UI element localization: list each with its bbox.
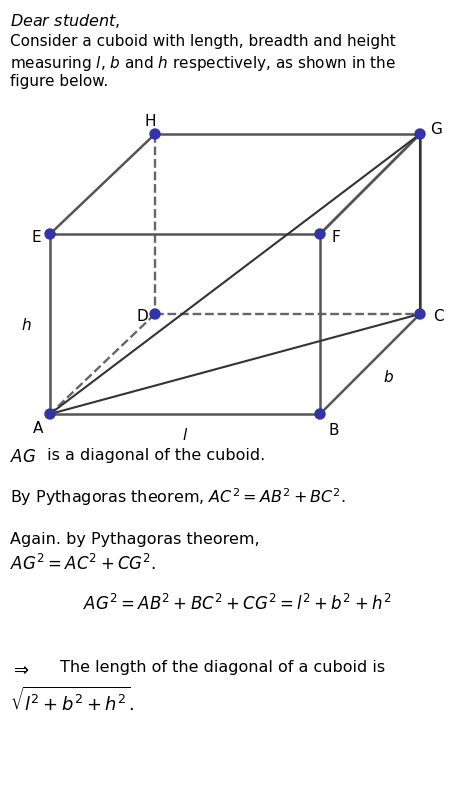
Text: $AG^2 = AB^2 + BC^2 + CG^2 = l^2 + b^2 + h^2$: $AG^2 = AB^2 + BC^2 + CG^2 = l^2 + b^2 +… — [83, 593, 391, 613]
Text: $l$: $l$ — [182, 426, 188, 442]
Text: The length of the diagonal of a cuboid is: The length of the diagonal of a cuboid i… — [60, 659, 385, 675]
Text: B: B — [329, 423, 339, 438]
Circle shape — [45, 230, 55, 240]
Text: measuring $l$, $b$ and $h$ respectively, as shown in the: measuring $l$, $b$ and $h$ respectively,… — [10, 54, 396, 73]
Text: $\sqrt{l^2 + b^2 + h^2}$.: $\sqrt{l^2 + b^2 + h^2}$. — [10, 685, 134, 714]
Circle shape — [315, 410, 325, 419]
Circle shape — [45, 410, 55, 419]
Circle shape — [315, 230, 325, 240]
Text: $AG$: $AG$ — [10, 447, 36, 466]
Text: $b$: $b$ — [383, 369, 393, 385]
Circle shape — [415, 310, 425, 320]
Text: G: G — [430, 122, 442, 137]
Text: Consider a cuboid with length, breadth and height: Consider a cuboid with length, breadth a… — [10, 34, 396, 49]
Text: $\it{Dear\ student,}$: $\it{Dear\ student,}$ — [10, 12, 120, 30]
Text: $h$: $h$ — [21, 316, 31, 332]
Text: Again. by Pythagoras theorem,: Again. by Pythagoras theorem, — [10, 532, 260, 546]
Circle shape — [150, 130, 160, 140]
Text: F: F — [332, 229, 340, 244]
Text: A: A — [33, 421, 43, 436]
Text: H: H — [144, 114, 156, 129]
Text: By Pythagoras theorem, $AC^2 = AB^2 + BC^2$.: By Pythagoras theorem, $AC^2 = AB^2 + BC… — [10, 485, 346, 507]
Text: is a diagonal of the cuboid.: is a diagonal of the cuboid. — [42, 447, 265, 463]
Text: figure below.: figure below. — [10, 74, 108, 89]
Text: $\Rightarrow$: $\Rightarrow$ — [10, 659, 30, 677]
Text: E: E — [31, 229, 41, 244]
Text: $AG^2 = AC^2 + CG^2$.: $AG^2 = AC^2 + CG^2$. — [10, 553, 156, 573]
Text: D: D — [136, 309, 148, 324]
Text: C: C — [433, 309, 443, 324]
Circle shape — [150, 310, 160, 320]
Circle shape — [415, 130, 425, 140]
